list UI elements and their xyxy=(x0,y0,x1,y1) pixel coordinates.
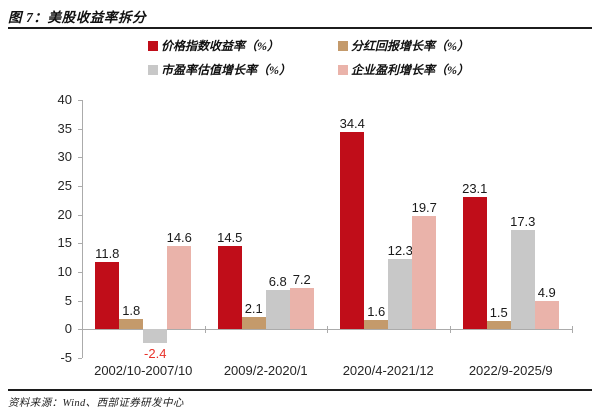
legend-swatch-icon xyxy=(148,64,158,75)
chart-legend: 价格指数收益率（%） 分红回报增长率（%） 市盈率估值增长率（%） 企业盈利增长率（%… xyxy=(148,37,469,78)
y-axis-tick xyxy=(78,100,82,101)
y-axis-tick xyxy=(78,329,82,331)
bar-2-2 xyxy=(388,258,413,330)
bar-0-1 xyxy=(217,246,242,330)
y-tick-label: -5 xyxy=(60,350,72,365)
y-axis-tick xyxy=(78,214,82,216)
bar-value-label: 1.8 xyxy=(122,303,141,318)
legend-item: 分红回报增长率（%） xyxy=(338,37,469,54)
bar-0-2 xyxy=(340,132,365,330)
x-category-label: 2020/4-2021/12 xyxy=(342,363,434,378)
bar-value-label: 23.1 xyxy=(462,180,488,196)
bar-value-label: 7.2 xyxy=(292,272,311,288)
bar-1-1 xyxy=(241,317,266,330)
legend-label: 企业盈利增长率（%） xyxy=(351,63,469,77)
bar-value-label: 34.4 xyxy=(339,116,365,132)
x-category-label: 2009/2-2020/1 xyxy=(223,363,308,378)
x-category-label: 2002/10-2007/10 xyxy=(94,363,193,378)
y-tick-label: 5 xyxy=(64,292,72,308)
bar-value-label: 12.3 xyxy=(387,242,413,258)
y-tick-label: 20 xyxy=(57,206,72,222)
bar-0-3 xyxy=(462,196,487,330)
header-rule xyxy=(8,27,592,29)
y-tick-label: 40 xyxy=(57,92,72,107)
y-axis-tick xyxy=(78,186,82,187)
x-axis-boundary-tick xyxy=(327,326,328,334)
y-axis-tick xyxy=(78,300,82,302)
y-axis-line xyxy=(82,100,83,358)
y-tick-label: 35 xyxy=(57,120,72,136)
bar-value-label: 14.6 xyxy=(166,229,192,245)
figure-title: 图 7：美股收益率拆分 xyxy=(8,10,147,25)
x-category-label: 2022/9-2025/9 xyxy=(468,363,553,378)
legend-swatch-icon xyxy=(338,40,348,51)
bar-value-label: 11.8 xyxy=(95,245,120,261)
y-axis-tick xyxy=(78,272,82,273)
legend-label: 价格指数收益率（%） xyxy=(161,39,279,53)
bar-value-label: 19.7 xyxy=(411,200,437,216)
bar-value-label: 14.5 xyxy=(217,230,243,246)
bar-value-label: 2.1 xyxy=(244,301,263,317)
bar-3-2 xyxy=(412,216,437,330)
y-tick-label: 10 xyxy=(57,264,72,279)
bar-3-3 xyxy=(534,301,559,330)
bar-2-3 xyxy=(510,230,535,330)
bar-3-1 xyxy=(289,288,314,330)
y-axis-tick xyxy=(78,243,82,245)
bar-value-label: 17.3 xyxy=(510,214,536,230)
x-axis-boundary-tick xyxy=(204,326,206,334)
bar-2-0 xyxy=(143,329,168,344)
y-axis-tick xyxy=(78,157,82,159)
bar-value-label: 1.6 xyxy=(367,304,386,320)
y-tick-label: 25 xyxy=(57,178,72,193)
bar-value-label: 4.9 xyxy=(537,285,556,301)
y-tick-label: 30 xyxy=(57,149,72,165)
y-axis-tick xyxy=(78,358,82,359)
legend-item: 市盈率估值增长率（%） xyxy=(148,61,338,78)
source-text: 资料来源：Wind、西部证券研发中心 xyxy=(8,398,184,409)
y-tick-label: 0 xyxy=(64,321,72,337)
bar-1-2 xyxy=(364,320,389,330)
legend-swatch-icon xyxy=(148,40,158,51)
bar-1-0 xyxy=(119,319,144,330)
legend-swatch-icon xyxy=(338,64,348,75)
legend-label: 分红回报增长率（%） xyxy=(351,39,469,53)
y-tick-label: 15 xyxy=(57,235,72,251)
footer-rule xyxy=(8,389,592,391)
legend-item: 企业盈利增长率（%） xyxy=(338,61,469,78)
legend-item: 价格指数收益率（%） xyxy=(148,37,338,54)
bar-3-0 xyxy=(167,245,192,330)
bar-2-1 xyxy=(265,290,290,330)
bar-0-0 xyxy=(95,261,120,330)
bar-value-label: 1.5 xyxy=(489,304,508,320)
legend-label: 市盈率估值增长率（%） xyxy=(161,63,291,77)
x-axis-boundary-tick xyxy=(572,326,573,334)
bar-1-3 xyxy=(486,320,511,330)
bar-value-label: 6.8 xyxy=(268,274,287,290)
x-axis-boundary-tick xyxy=(449,326,451,334)
y-axis-tick xyxy=(78,128,82,130)
bar-value-label: -2.4 xyxy=(144,346,167,362)
